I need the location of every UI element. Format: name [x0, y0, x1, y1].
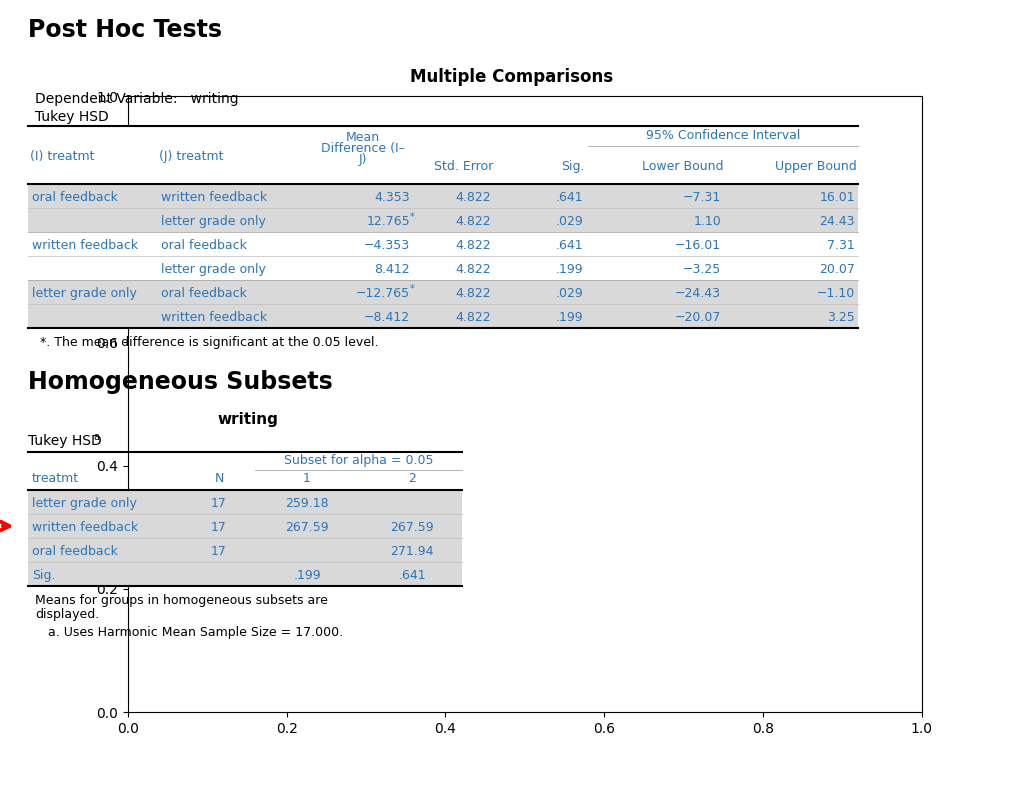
- Text: *: *: [410, 284, 415, 294]
- Text: Std. Error: Std. Error: [434, 160, 493, 173]
- Text: Dependent Variable:   writing: Dependent Variable: writing: [35, 92, 239, 106]
- Text: −12.765: −12.765: [356, 287, 410, 300]
- Text: 20.07: 20.07: [819, 263, 855, 276]
- Text: Upper Bound: Upper Bound: [775, 160, 857, 173]
- Text: 8.412: 8.412: [375, 263, 410, 276]
- Text: J): J): [358, 153, 368, 166]
- Text: N: N: [214, 472, 223, 485]
- Text: .199: .199: [555, 263, 583, 276]
- Text: 4.822: 4.822: [456, 239, 490, 252]
- Text: 95% Confidence Interval: 95% Confidence Interval: [646, 129, 800, 142]
- Text: oral feedback: oral feedback: [161, 287, 247, 300]
- Text: *. The mean difference is significant at the 0.05 level.: *. The mean difference is significant at…: [40, 336, 379, 349]
- Text: oral feedback: oral feedback: [32, 545, 118, 558]
- Text: 24.43: 24.43: [819, 215, 855, 228]
- Text: 17: 17: [211, 497, 227, 510]
- Text: *: *: [410, 212, 415, 222]
- Text: 12.765: 12.765: [367, 215, 410, 228]
- Text: 7.31: 7.31: [827, 239, 855, 252]
- Text: (I) treatmt: (I) treatmt: [30, 150, 94, 163]
- Text: Mean: Mean: [346, 131, 380, 144]
- Text: −20.07: −20.07: [675, 311, 721, 324]
- Text: −16.01: −16.01: [675, 239, 721, 252]
- Text: Sig.: Sig.: [561, 160, 585, 173]
- Text: 1: 1: [303, 472, 311, 485]
- Text: Difference (I–: Difference (I–: [322, 142, 404, 155]
- Text: displayed.: displayed.: [35, 608, 99, 621]
- Text: 17: 17: [211, 545, 227, 558]
- Text: 4.822: 4.822: [456, 263, 490, 276]
- Text: Multiple Comparisons: Multiple Comparisons: [411, 68, 613, 86]
- Text: letter grade only: letter grade only: [32, 497, 137, 510]
- Text: 267.59: 267.59: [390, 521, 434, 534]
- Text: oral feedback: oral feedback: [32, 191, 118, 204]
- Text: written feedback: written feedback: [32, 521, 138, 534]
- Text: a: a: [93, 432, 99, 442]
- Text: Means for groups in homogeneous subsets are: Means for groups in homogeneous subsets …: [35, 594, 328, 607]
- Text: 4.822: 4.822: [456, 191, 490, 204]
- Text: 1.10: 1.10: [693, 215, 721, 228]
- Text: 17: 17: [211, 521, 227, 534]
- Text: written feedback: written feedback: [161, 311, 267, 324]
- Text: .641: .641: [398, 569, 426, 582]
- Text: letter grade only: letter grade only: [161, 215, 266, 228]
- Text: −24.43: −24.43: [675, 287, 721, 300]
- Text: .199: .199: [555, 311, 583, 324]
- Text: .029: .029: [555, 215, 583, 228]
- Text: −3.25: −3.25: [683, 263, 721, 276]
- Text: 4.822: 4.822: [456, 287, 490, 300]
- Text: Lower Bound: Lower Bound: [641, 160, 723, 173]
- Text: written feedback: written feedback: [32, 239, 138, 252]
- Text: Tukey HSD: Tukey HSD: [35, 110, 109, 124]
- Text: −1.10: −1.10: [817, 287, 855, 300]
- Text: (J) treatmt: (J) treatmt: [159, 150, 223, 163]
- Text: 16.01: 16.01: [819, 191, 855, 204]
- Text: 2: 2: [408, 472, 416, 485]
- Text: Subset for alpha = 0.05: Subset for alpha = 0.05: [284, 454, 433, 467]
- Text: a. Uses Harmonic Mean Sample Size = 17.000.: a. Uses Harmonic Mean Sample Size = 17.0…: [48, 626, 343, 639]
- Text: −7.31: −7.31: [683, 191, 721, 204]
- Text: −8.412: −8.412: [364, 311, 410, 324]
- Text: writing: writing: [217, 412, 279, 427]
- Text: 4.822: 4.822: [456, 311, 490, 324]
- Text: Tukey HSD: Tukey HSD: [28, 434, 101, 448]
- Text: written feedback: written feedback: [161, 191, 267, 204]
- Text: .029: .029: [555, 287, 583, 300]
- Text: −4.353: −4.353: [364, 239, 410, 252]
- Text: 271.94: 271.94: [390, 545, 434, 558]
- Text: .199: .199: [293, 569, 321, 582]
- Text: .641: .641: [555, 239, 583, 252]
- Text: .641: .641: [555, 191, 583, 204]
- Text: Homogeneous Subsets: Homogeneous Subsets: [28, 370, 333, 394]
- Text: letter grade only: letter grade only: [161, 263, 266, 276]
- Text: letter grade only: letter grade only: [32, 287, 137, 300]
- Text: Post Hoc Tests: Post Hoc Tests: [28, 18, 222, 42]
- Text: oral feedback: oral feedback: [161, 239, 247, 252]
- Text: 3.25: 3.25: [827, 311, 855, 324]
- Text: 267.59: 267.59: [286, 521, 329, 534]
- Text: 259.18: 259.18: [286, 497, 329, 510]
- Text: Sig.: Sig.: [32, 569, 55, 582]
- Text: treatmt: treatmt: [32, 472, 79, 485]
- Text: 4.353: 4.353: [375, 191, 410, 204]
- Text: 4.822: 4.822: [456, 215, 490, 228]
